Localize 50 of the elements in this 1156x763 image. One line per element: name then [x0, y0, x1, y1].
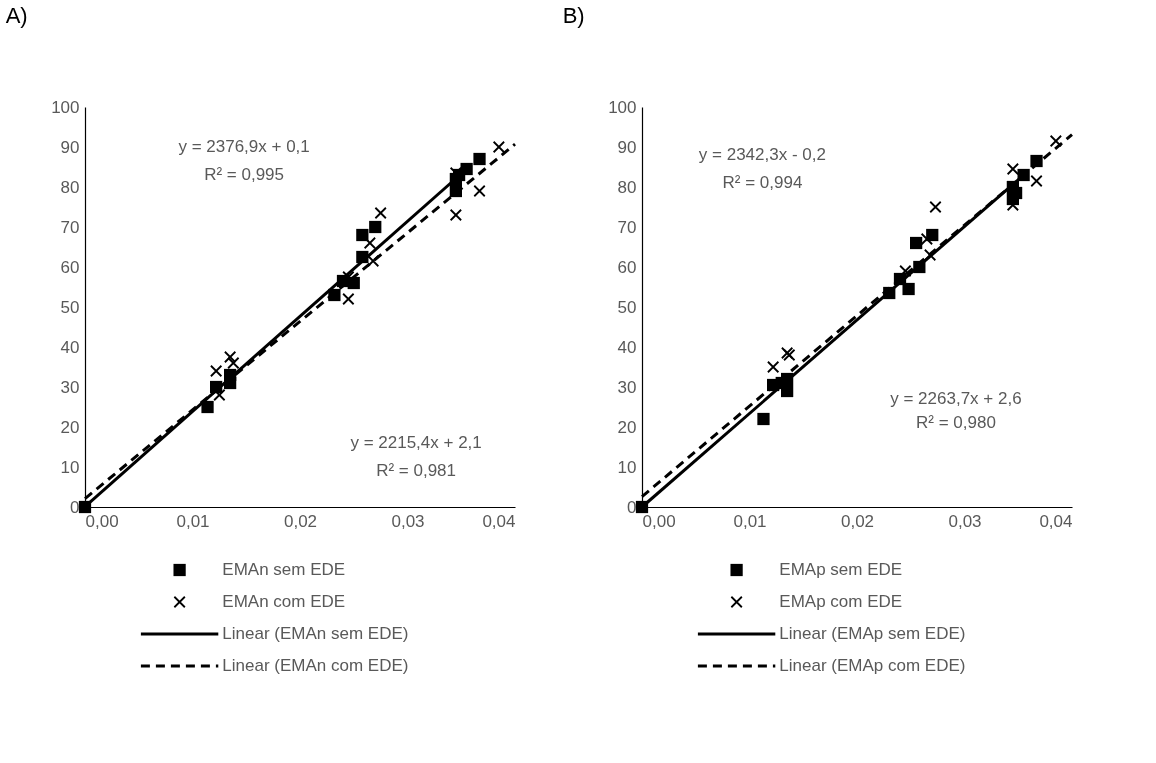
- y-tick-label: 90: [60, 137, 80, 157]
- legend-label: EMAn com EDE: [222, 592, 346, 611]
- x-tick-label: 0,00: [642, 511, 676, 531]
- legend-label: EMAn sem EDE: [222, 560, 346, 579]
- y-tick-label: 0: [70, 497, 80, 517]
- legend-label: Linear (EMAn sem EDE): [222, 624, 409, 643]
- x-tick-label: 0,01: [176, 511, 210, 531]
- y-tick-label: 0: [627, 497, 637, 517]
- y-tick-label: 70: [617, 217, 637, 237]
- annotation: R² = 0,980: [915, 413, 996, 432]
- y-tick-label: 90: [617, 137, 637, 157]
- x-tick-label: 0,04: [1039, 511, 1073, 531]
- y-tick-label: 10: [617, 457, 637, 477]
- y-tick-label: 40: [60, 337, 80, 357]
- y-tick-label: 100: [51, 97, 80, 117]
- y-tick-label: 50: [60, 297, 80, 317]
- annotation: R² = 0,994: [722, 173, 803, 192]
- y-tick-label: 70: [60, 217, 80, 237]
- legend-label: EMAp com EDE: [779, 592, 903, 611]
- x-tick-label: 0,03: [948, 511, 982, 531]
- legend-label: Linear (EMAp sem EDE): [779, 624, 966, 643]
- y-tick-label: 80: [60, 177, 80, 197]
- x-tick-label: 0,03: [391, 511, 425, 531]
- chart-title: B): [562, 3, 585, 28]
- annotation: R² = 0,981: [376, 461, 457, 480]
- legend-label: Linear (EMAp com EDE): [779, 656, 966, 675]
- y-tick-label: 80: [617, 177, 637, 197]
- chart-title: A): [5, 3, 28, 28]
- y-tick-label: 20: [617, 417, 637, 437]
- y-tick-label: 60: [60, 257, 80, 277]
- annotation: R² = 0,995: [204, 165, 285, 184]
- annotation: y = 2215,4x + 2,1: [350, 433, 482, 452]
- legend-label: Linear (EMAn com EDE): [222, 656, 409, 675]
- x-tick-label: 0,01: [733, 511, 767, 531]
- x-tick-label: 0,02: [840, 511, 875, 531]
- y-tick-label: 60: [617, 257, 637, 277]
- annotation: y = 2376,9x + 0,1: [178, 137, 310, 156]
- y-tick-label: 10: [60, 457, 80, 477]
- x-tick-label: 0,00: [85, 511, 119, 531]
- y-tick-label: 100: [608, 97, 637, 117]
- x-tick-label: 0,02: [283, 511, 318, 531]
- x-tick-label: 0,04: [482, 511, 516, 531]
- y-tick-label: 20: [60, 417, 80, 437]
- y-tick-label: 30: [617, 377, 637, 397]
- legend-label: EMAp sem EDE: [779, 560, 903, 579]
- y-tick-label: 40: [617, 337, 637, 357]
- y-tick-label: 30: [60, 377, 80, 397]
- annotation: y = 2342,3x - 0,2: [698, 145, 826, 164]
- annotation: y = 2263,7x + 2,6: [890, 389, 1022, 408]
- y-tick-label: 50: [617, 297, 637, 317]
